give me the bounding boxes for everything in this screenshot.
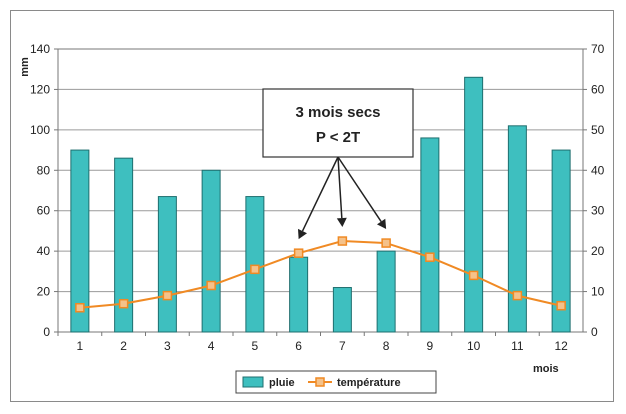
x-tick-label: 2: [120, 339, 127, 353]
left-axis-label: mm: [19, 57, 31, 77]
right-tick-label: 40: [591, 163, 605, 177]
rain-bar: [332, 287, 352, 333]
right-tick-label: 0: [591, 325, 598, 339]
rain-bar: [201, 169, 221, 333]
rain-bar: [245, 196, 265, 333]
temperature-marker: [162, 290, 173, 301]
left-tick-label: 60: [37, 204, 51, 218]
rain-bar: [157, 196, 177, 333]
annotation-text: 3 mois secs: [295, 104, 380, 121]
dry-months-annotation: 3 mois secs P < 2T: [262, 88, 414, 240]
legend-label-rain: pluie: [269, 377, 295, 389]
x-tick-label: 8: [383, 339, 390, 353]
temperature-marker: [75, 302, 85, 313]
annotation-text: P < 2T: [316, 129, 360, 146]
left-tick-label: 40: [37, 244, 51, 258]
legend: pluie température: [235, 370, 437, 394]
right-tick-label: 60: [591, 82, 605, 96]
x-tick-label: 1: [77, 339, 84, 353]
rain-bar: [114, 157, 134, 333]
left-tick-label: 100: [30, 123, 50, 137]
left-tick-label: 140: [30, 42, 50, 56]
x-tick-label: 7: [339, 339, 346, 353]
temperature-marker: [512, 290, 523, 301]
rain-bar: [420, 137, 440, 333]
annotation-arrowhead: [336, 217, 347, 228]
temperature-line: [75, 236, 566, 313]
rain-bar: [507, 125, 527, 333]
legend-swatch-rain: [242, 376, 264, 388]
x-axis-label: mois: [533, 363, 559, 375]
annotation-arrowhead: [376, 218, 387, 230]
annotation-box: [262, 88, 414, 158]
temperature-marker: [468, 270, 479, 281]
rain-bar: [551, 149, 571, 333]
annotation-arrowhead: [298, 228, 308, 240]
right-tick-label: 20: [591, 244, 605, 258]
temperature-marker: [381, 238, 391, 248]
annotation-arrow: [301, 156, 339, 232]
x-tick-label: 11: [511, 339, 524, 353]
right-tick-label: 10: [591, 285, 605, 299]
x-tick-label: 4: [208, 339, 215, 353]
temperature-marker: [425, 252, 435, 262]
x-tick-label: 12: [554, 339, 568, 353]
legend-label-temperature: température: [337, 377, 401, 389]
x-tick-label: 6: [295, 339, 302, 353]
x-tick-label: 9: [427, 339, 434, 353]
left-axis-ticks: 0 20 40 60 80 100 120 140: [30, 42, 58, 339]
x-tick-label: 3: [164, 339, 171, 353]
annotation-arrow: [337, 156, 382, 222]
right-tick-label: 50: [591, 123, 605, 137]
temperature-marker: [118, 298, 129, 309]
legend-marker-temperature: [315, 377, 325, 387]
x-tick-label: 10: [467, 339, 481, 353]
left-tick-label: 20: [37, 285, 51, 299]
temperature-marker: [250, 264, 260, 275]
rain-bar: [376, 250, 396, 333]
right-axis-ticks: 0 10 20 30 40 50 60 70: [583, 42, 605, 339]
right-tick-label: 30: [591, 204, 605, 218]
temperature-marker: [556, 300, 566, 311]
left-tick-label: 120: [30, 82, 50, 96]
x-tick-label: 5: [252, 339, 259, 353]
left-tick-label: 0: [43, 325, 50, 339]
annotation-arrow: [337, 156, 343, 219]
x-axis-ticks: 1 2 3 4 5 6 7 8 9 10 11 12: [57, 332, 568, 353]
rain-bar: [289, 256, 309, 333]
legend-box: [235, 370, 437, 394]
left-tick-label: 80: [37, 163, 51, 177]
rain-bar: [464, 76, 484, 333]
rain-bar: [70, 149, 90, 333]
right-tick-label: 70: [591, 42, 605, 56]
rain-bars: [70, 76, 571, 333]
temperature-marker: [337, 236, 348, 246]
temperature-marker: [206, 280, 216, 291]
temperature-polyline: [79, 240, 562, 309]
temperature-marker: [293, 248, 304, 258]
